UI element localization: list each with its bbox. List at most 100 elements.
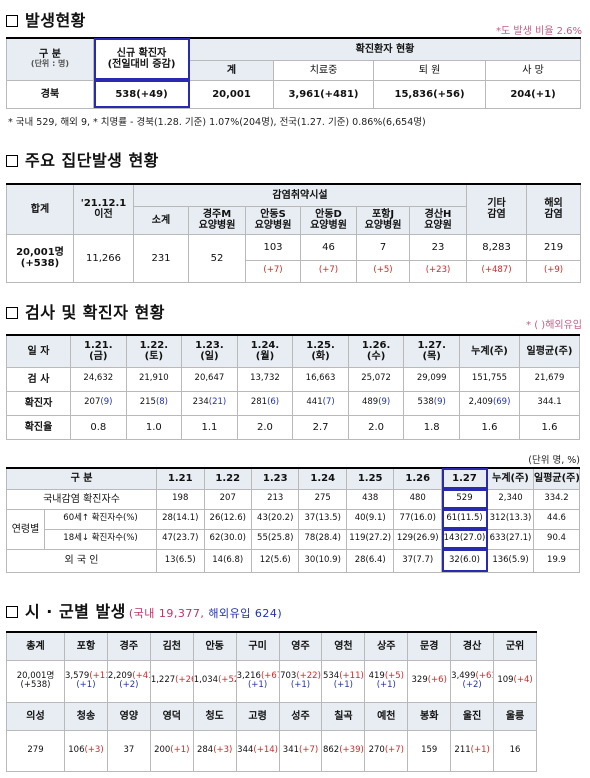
dom-cell: 275: [298, 488, 347, 510]
section-title-tests: 검사 및 확진자 현황: [6, 299, 165, 323]
region-value: 159: [407, 729, 452, 772]
region-name: 울릉: [493, 701, 537, 731]
test-cell: 29,099: [403, 366, 460, 392]
unit-note: (단위 명, %): [528, 455, 580, 466]
header-date-7: 1.27: [441, 467, 488, 490]
header-cum: 누계(주): [487, 467, 534, 490]
region-table: 총계 포항 경주 김천 안동 구미 영주 영천 상주 문경 경산 군위 20,001명 (+538) 3,…: [6, 631, 580, 772]
confirmed-cell: 538(9): [403, 390, 460, 416]
a60-cell: 77(16.0): [393, 508, 442, 530]
confirmed-cell: 2,409(69): [459, 390, 520, 416]
dom-cell: 438: [345, 488, 395, 510]
region-name: 예천: [364, 701, 409, 731]
dom-cell: 529: [441, 488, 488, 510]
checkbox-icon: [6, 307, 18, 319]
header-date-4: 1.24. (월): [236, 334, 294, 368]
fors-cell: 13(6.5): [156, 548, 205, 573]
region-name: 경산: [450, 631, 495, 661]
section-title-region: 시 · 군별 발생 (국내 19,377, 해외유입 624): [6, 598, 282, 622]
rate-cell: 1.6: [459, 414, 520, 440]
region-value: 862(+39): [321, 729, 366, 772]
region-value: 3,216(+67)(+1): [235, 659, 280, 703]
region-name: 총계: [6, 631, 65, 661]
ratio-note: *도 발생 비율 2.6%: [496, 26, 582, 37]
header-gubun: 구 분 (단위 : 명): [6, 37, 94, 81]
region-name: 영천: [321, 631, 366, 661]
region-value: 329(+6): [407, 659, 452, 703]
a18-cell: 78(28.4): [298, 528, 347, 550]
region-name: 울진: [450, 701, 495, 731]
section-title-status: 발생현황: [6, 7, 86, 31]
a60-cell: 312(13.3): [487, 508, 534, 530]
dom-cell: 334.2: [533, 488, 580, 510]
cluster-val-3: 46: [300, 233, 357, 261]
dom-cell: 213: [250, 488, 300, 510]
region-name: 영주: [278, 631, 323, 661]
header-total: 계: [189, 59, 274, 81]
region-name: 청도: [192, 701, 237, 731]
a18-cell: 90.4: [533, 528, 580, 550]
confirmed-cell: 215(8): [125, 390, 183, 416]
header-date-5: 1.25. (화): [292, 334, 349, 368]
cluster-delta-3: (+7): [300, 259, 357, 283]
a18-cell: 62(30.0): [203, 528, 252, 550]
a60-cell: 44.6: [533, 508, 580, 530]
cluster-subtotal: 231: [133, 233, 189, 283]
region-value: 1,227(+26): [149, 659, 194, 703]
abroad-note: * ( )해외유입: [526, 320, 582, 331]
region-name: 성주: [278, 701, 323, 731]
header-subtotal: 소계: [133, 205, 189, 235]
confirmed-cell: 207(9): [70, 390, 127, 416]
rate-cell: 1.1: [181, 414, 238, 440]
header-cum: 누계(주): [459, 334, 520, 368]
region-name: 상주: [364, 631, 409, 661]
release-value: 15,836(+56): [373, 79, 486, 109]
a18-cell: 119(27.2): [345, 528, 395, 550]
dom-cell: 207: [203, 488, 252, 510]
a18-cell: 129(26.9): [393, 528, 442, 550]
cluster-val-4: 7: [356, 233, 410, 261]
test-cell: 151,755: [459, 366, 520, 392]
cluster-val-1: 52: [188, 233, 246, 283]
fors-cell: 136(5.9): [487, 548, 534, 573]
header-gubun: 구 분: [5, 467, 158, 490]
region-value: 3,499(+61)(+2): [450, 659, 495, 703]
status-table: 구 분 (단위 : 명) 신규 확진자 (전일대비 증감) 확진환자 현황 계 치료…: [6, 37, 581, 109]
region-name: 영양: [106, 701, 151, 731]
header-treat: 치료중: [273, 59, 374, 81]
confirmed-cell: 489(9): [347, 390, 405, 416]
region-value: 703(+22) (+1): [278, 659, 323, 703]
header-facility-2: 안동S 요양병원: [245, 205, 301, 235]
fors-cell: 30(10.9): [298, 548, 347, 573]
region-value: 419(+5) (+1): [364, 659, 409, 703]
header-date-3: 1.23. (일): [181, 334, 238, 368]
cluster-delta-4: (+5): [356, 259, 410, 283]
row-tests: 검 사: [6, 366, 71, 392]
fors-cell: 14(6.8): [203, 548, 252, 573]
header-date-6: 1.26: [393, 467, 442, 490]
a60-cell: 61(11.5): [441, 508, 488, 530]
rate-cell: 2.0: [236, 414, 294, 440]
fors-cell: 32(6.0): [441, 548, 488, 573]
confirmed-cell: 344.1: [519, 390, 580, 416]
region-value: 3,579(+117)(+1): [64, 659, 108, 703]
dom-cell: 480: [393, 488, 442, 510]
region-name: 문경: [407, 631, 452, 661]
checkbox-icon: [6, 606, 18, 618]
region-name: 봉화: [407, 701, 452, 731]
header-total: 합계: [6, 183, 74, 235]
cluster-table: 합계 '21.12.1 이전 감염취약시설 기타 감염 해외 감염 소계 경주M 요양병…: [6, 183, 582, 283]
a60-cell: 28(14.1): [156, 508, 205, 530]
region-name: 안동: [192, 631, 237, 661]
header-facility: 감염취약시설: [132, 183, 468, 207]
header-abroad: 해외 감염: [526, 183, 582, 235]
a60-cell: 26(12.6): [203, 508, 252, 530]
confirmed-cell: 234(21): [181, 390, 238, 416]
region-value: 344(+14): [235, 729, 280, 772]
header-other: 기타 감염: [466, 183, 528, 235]
cluster-abroad: 219: [526, 233, 582, 261]
test-cell: 16,663: [292, 366, 349, 392]
header-date-6: 1.26. (수): [347, 334, 405, 368]
row-18: 18세↓ 확진자수(%): [43, 528, 158, 550]
header-date-2: 1.22. (토): [125, 334, 183, 368]
